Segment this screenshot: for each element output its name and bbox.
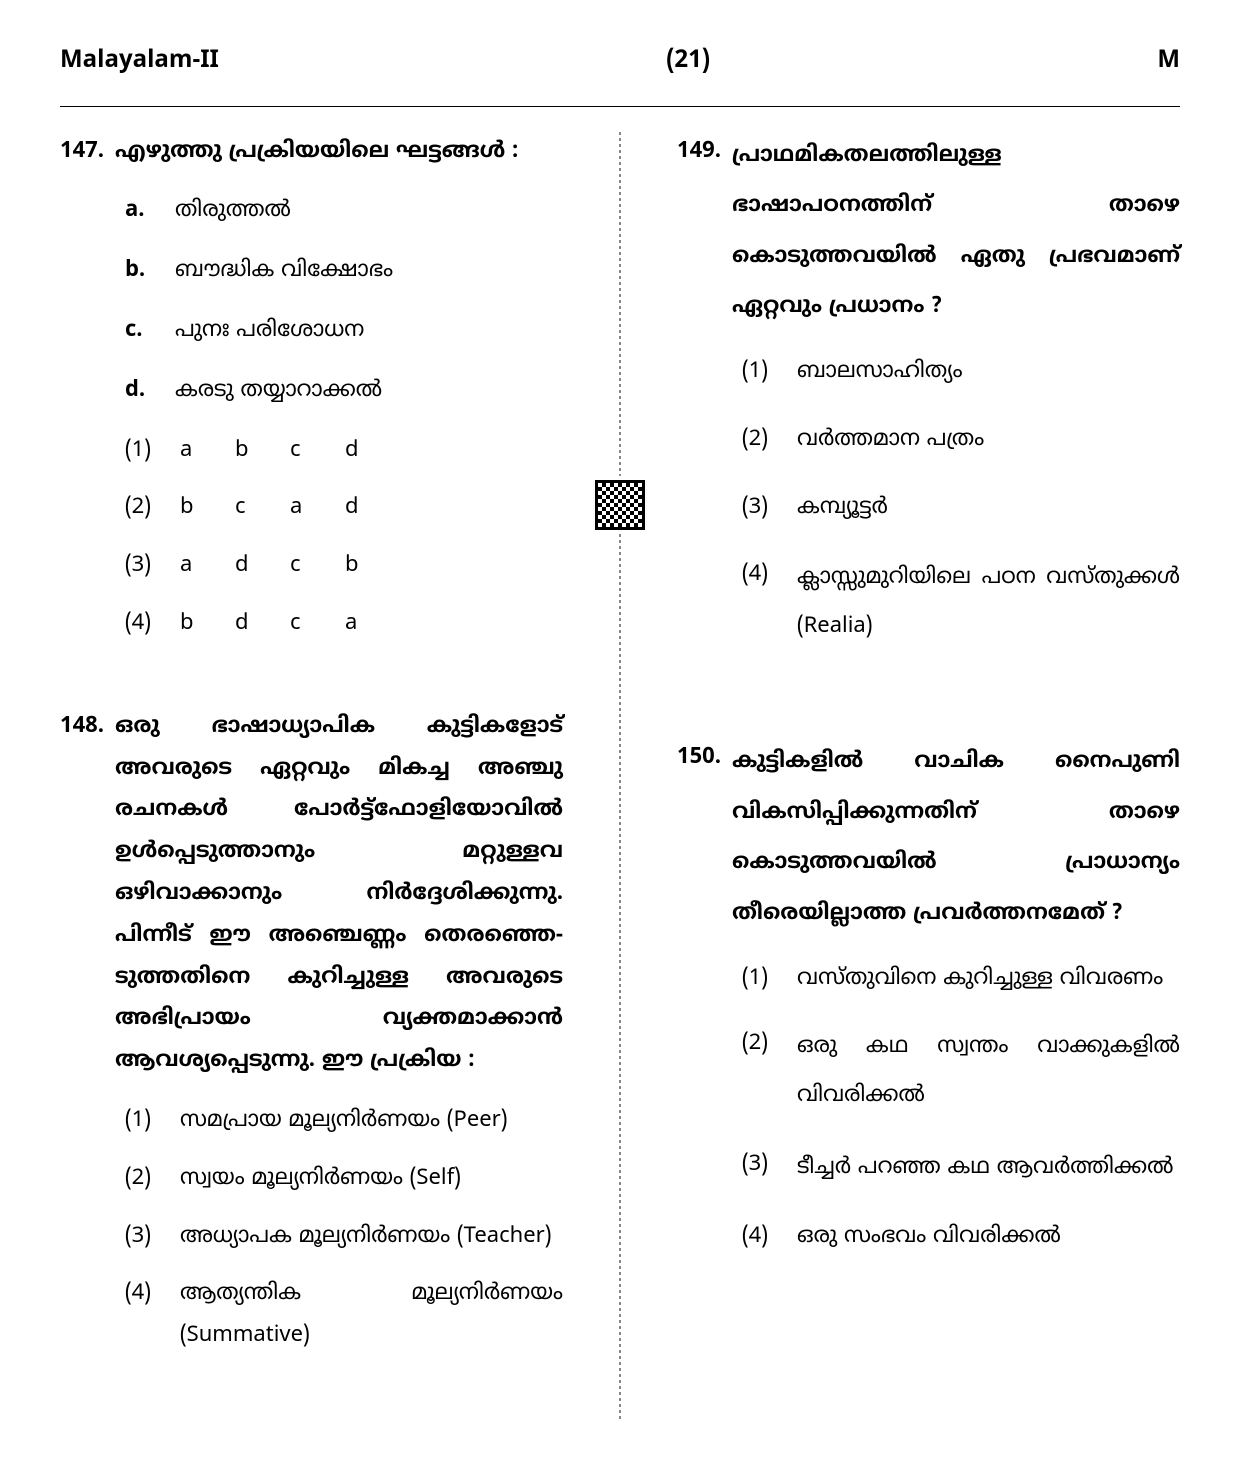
option-text: ടീച്ചർ പറഞ്ഞ കഥ ആവർത്തിക്കൽ — [797, 1145, 1180, 1193]
question-149: 149. പ്രാഥമികതലത്തിലുള്ള ഭാഷാപഠനത്തിന് ത… — [677, 132, 1180, 679]
question-body: എഴുത്തു പ്രക്രിയയിലെ ഘട്ടങ്ങൾ : a. തിരുത… — [115, 132, 563, 662]
option-text: വസ്തുവിനെ കുറിച്ചുള്ള വിവരണം — [797, 959, 1180, 1001]
header-divider — [60, 106, 1180, 107]
header-page-number: (21) — [666, 40, 710, 86]
option-text: ബാലസാഹിത്യം — [797, 352, 1180, 394]
option-text: അധ്യാപക മൂല്യനിർണയം (Teacher) — [180, 1217, 563, 1259]
stem-label: c. — [125, 311, 175, 353]
option-row: (4) ക്ലാസ്സുമുറിയിലെ പഠന വസ്തുക്കൾ (Real… — [732, 555, 1180, 652]
option-label: (1) — [742, 352, 797, 394]
option-text: കമ്പ്യൂട്ടർ — [797, 488, 1180, 530]
question-text: ഒരു ഭാഷാധ്യാപിക കുട്ടികളോട് അവരുടെ ഏറ്റവ… — [115, 707, 563, 1083]
option-row: (4) b d c a — [115, 604, 563, 646]
stem-text: പുനഃ പരിശോധന — [175, 311, 364, 353]
option-row: (3) a d c b — [115, 546, 563, 588]
qr-code-icon — [595, 480, 645, 530]
question-body: കുട്ടികളിൽ വാചിക നൈപുണി വികസിപ്പിക്കുന്ന… — [732, 738, 1180, 1275]
option-row: (1) a b c d — [115, 431, 563, 473]
question-147: 147. എഴുത്തു പ്രക്രിയയിലെ ഘട്ടങ്ങൾ : a. … — [60, 132, 563, 662]
stem-item: d. കരടു തയ്യാറാക്കൽ — [115, 371, 563, 413]
option-text: സ്വയം മൂല്യനിർണയം (Self) — [180, 1159, 563, 1201]
option-label: (4) — [742, 555, 797, 652]
option-label: (1) — [125, 431, 180, 473]
stem-label: a. — [125, 191, 175, 233]
question-body: ഒരു ഭാഷാധ്യാപിക കുട്ടികളോട് അവരുടെ ഏറ്റവ… — [115, 707, 563, 1374]
stem-item: b. ബൗദ്ധിക വിക്ഷോഭം — [115, 251, 563, 293]
question-body: പ്രാഥമികതലത്തിലുള്ള ഭാഷാപഠനത്തിന് താഴെ ക… — [732, 132, 1180, 679]
option-label: (4) — [125, 604, 180, 646]
option-row: (1) വസ്തുവിനെ കുറിച്ചുള്ള വിവരണം — [732, 959, 1180, 1001]
question-number: 150. — [677, 738, 732, 1275]
option-text: ഒരു സംഭവം വിവരിക്കൽ — [797, 1217, 1180, 1259]
option-label: (1) — [742, 959, 797, 1001]
option-sequence: b c a d — [180, 488, 365, 530]
option-label: (2) — [742, 1024, 797, 1121]
option-label: (1) — [125, 1101, 180, 1143]
option-row: (4) ഒരു സംഭവം വിവരിക്കൽ — [732, 1217, 1180, 1259]
question-number: 149. — [677, 132, 732, 679]
option-label: (2) — [742, 420, 797, 462]
option-label: (4) — [742, 1217, 797, 1259]
question-number: 147. — [60, 132, 115, 662]
option-text: ആത്യന്തിക മൂല്യനിർണയം (Summative) — [180, 1274, 563, 1358]
option-text: വർത്തമാന പത്രം — [797, 420, 1180, 462]
question-text: എഴുത്തു പ്രക്രിയയിലെ ഘട്ടങ്ങൾ : — [115, 132, 563, 174]
question-number: 148. — [60, 707, 115, 1374]
stem-label: b. — [125, 251, 175, 293]
stem-text: തിരുത്തൽ — [175, 191, 291, 233]
option-row: (2) ഒരു കഥ സ്വന്തം വാക്കുകളിൽ വിവരിക്കൽ — [732, 1024, 1180, 1121]
stem-text: ബൗദ്ധിക വിക്ഷോഭം — [175, 251, 393, 293]
stem-item: a. തിരുത്തൽ — [115, 191, 563, 233]
option-row: (3) ടീച്ചർ പറഞ്ഞ കഥ ആവർത്തിക്കൽ — [732, 1145, 1180, 1193]
header-subject: Malayalam-II — [60, 40, 219, 86]
option-label: (2) — [125, 488, 180, 530]
option-text: സമപ്രായ മൂല്യനിർണയം (Peer) — [180, 1101, 563, 1143]
question-text: കുട്ടികളിൽ വാചിക നൈപുണി വികസിപ്പിക്കുന്ന… — [732, 738, 1180, 940]
option-row: (2) സ്വയം മൂല്യനിർണയം (Self) — [115, 1159, 563, 1201]
column-separator — [618, 132, 622, 1419]
left-column: 147. എഴുത്തു പ്രക്രിയയിലെ ഘട്ടങ്ങൾ : a. … — [60, 132, 578, 1419]
option-label: (3) — [742, 488, 797, 530]
content-area: 147. എഴുത്തു പ്രക്രിയയിലെ ഘട്ടങ്ങൾ : a. … — [60, 132, 1180, 1419]
option-label: (3) — [125, 546, 180, 588]
option-row: (2) b c a d — [115, 488, 563, 530]
option-row: (3) കമ്പ്യൂട്ടർ — [732, 488, 1180, 530]
page-header: Malayalam-II (21) M — [60, 40, 1180, 86]
option-sequence: a d c b — [180, 546, 365, 588]
option-label: (4) — [125, 1274, 180, 1358]
option-text: ക്ലാസ്സുമുറിയിലെ പഠന വസ്തുക്കൾ (Realia) — [797, 555, 1180, 652]
separator-line-bottom — [619, 534, 621, 1419]
question-148: 148. ഒരു ഭാഷാധ്യാപിക കുട്ടികളോട് അവരുടെ … — [60, 707, 563, 1374]
option-row: (3) അധ്യാപക മൂല്യനിർണയം (Teacher) — [115, 1217, 563, 1259]
stem-label: d. — [125, 371, 175, 413]
header-code: M — [1157, 40, 1180, 86]
right-column: 149. പ്രാഥമികതലത്തിലുള്ള ഭാഷാപഠനത്തിന് ത… — [662, 132, 1180, 1419]
separator-line-top — [619, 132, 621, 476]
option-row: (2) വർത്തമാന പത്രം — [732, 420, 1180, 462]
question-150: 150. കുട്ടികളിൽ വാചിക നൈപുണി വികസിപ്പിക്… — [677, 738, 1180, 1275]
option-label: (3) — [742, 1145, 797, 1193]
option-row: (1) ബാലസാഹിത്യം — [732, 352, 1180, 394]
option-row: (4) ആത്യന്തിക മൂല്യനിർണയം (Summative) — [115, 1274, 563, 1358]
stem-item: c. പുനഃ പരിശോധന — [115, 311, 563, 353]
option-label: (2) — [125, 1159, 180, 1201]
question-text: പ്രാഥമികതലത്തിലുള്ള ഭാഷാപഠനത്തിന് താഴെ ക… — [732, 132, 1180, 334]
stem-text: കരടു തയ്യാറാക്കൽ — [175, 371, 382, 413]
option-text: ഒരു കഥ സ്വന്തം വാക്കുകളിൽ വിവരിക്കൽ — [797, 1024, 1180, 1121]
option-row: (1) സമപ്രായ മൂല്യനിർണയം (Peer) — [115, 1101, 563, 1143]
option-label: (3) — [125, 1217, 180, 1259]
option-sequence: b d c a — [180, 604, 365, 646]
option-sequence: a b c d — [180, 431, 365, 473]
